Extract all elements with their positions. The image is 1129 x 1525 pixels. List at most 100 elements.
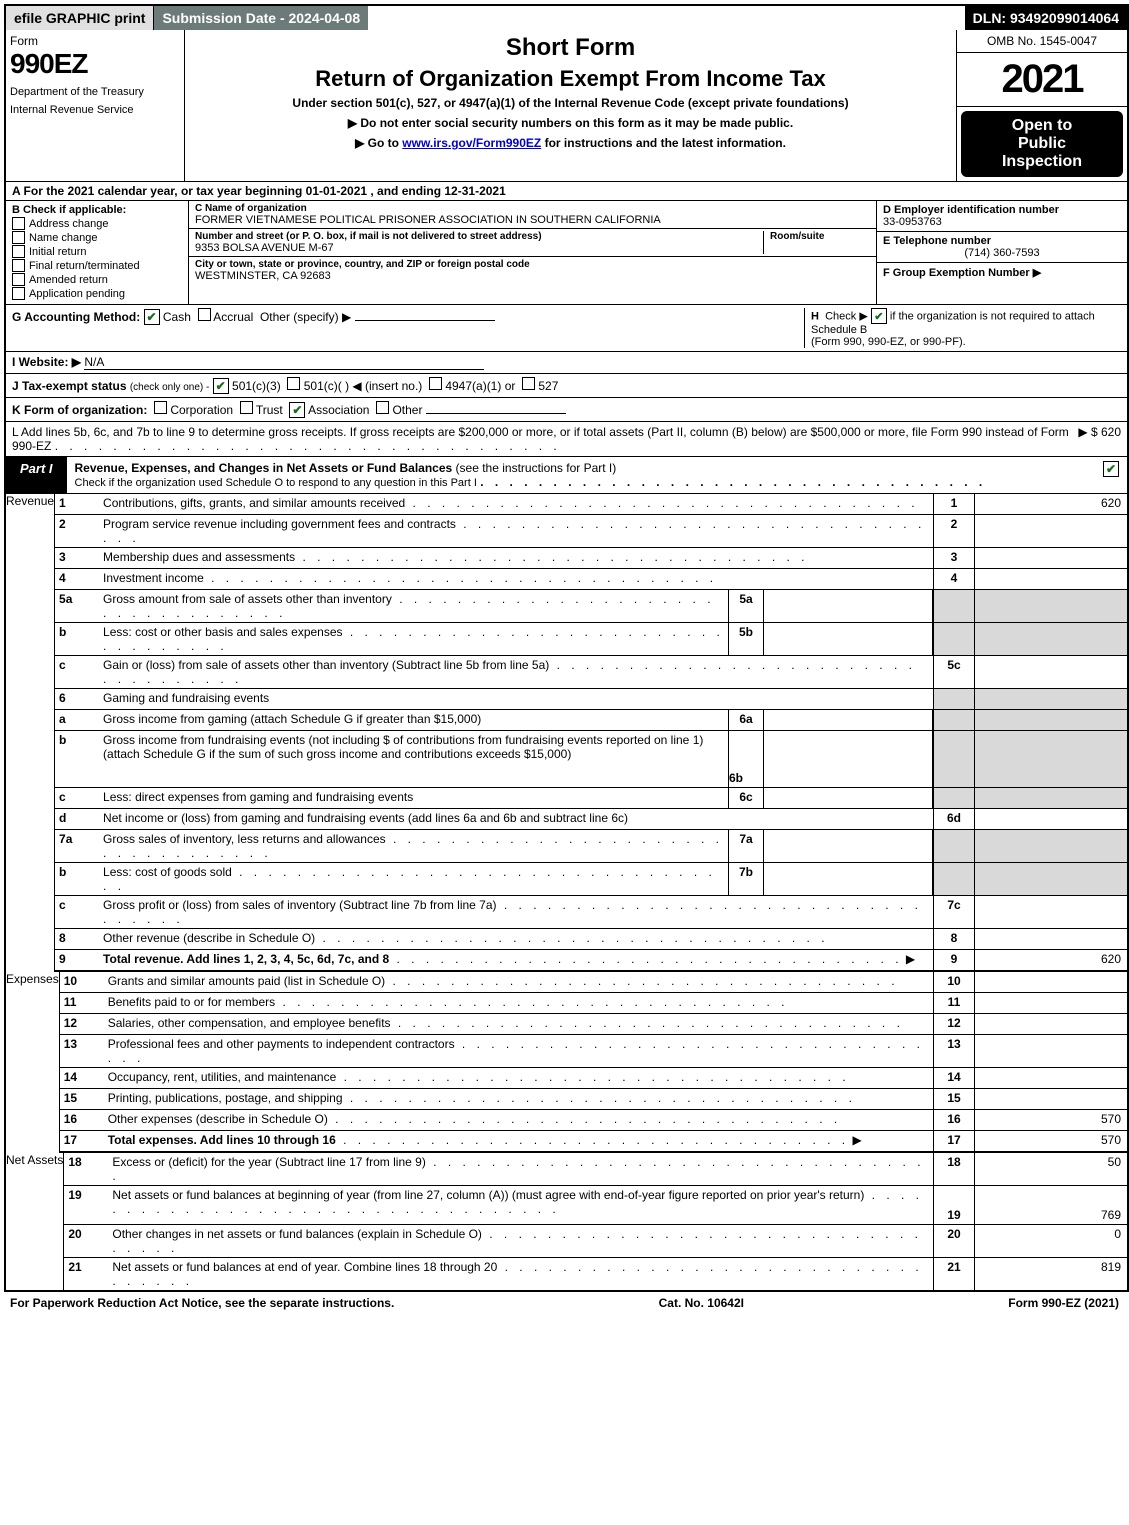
section-b-checkboxes: B Check if applicable: Address change Na… bbox=[6, 201, 189, 304]
line-15: 15Printing, publications, postage, and s… bbox=[60, 1089, 1127, 1110]
accounting-method: G Accounting Method: ✔ Cash Accrual Othe… bbox=[12, 308, 804, 348]
cb-final-return[interactable]: Final return/terminated bbox=[12, 259, 182, 272]
line-7b: bLess: cost of goods sold7b bbox=[55, 863, 1127, 896]
city-label: City or town, state or province, country… bbox=[195, 259, 870, 270]
other-org-checkbox[interactable] bbox=[376, 401, 389, 414]
trust-label: Trust bbox=[256, 403, 283, 417]
city-value: WESTMINSTER, CA 92683 bbox=[195, 270, 870, 282]
cb-amended-return[interactable]: Amended return bbox=[12, 273, 182, 286]
cb-name-change[interactable]: Name change bbox=[12, 231, 182, 244]
line-16: 16Other expenses (describe in Schedule O… bbox=[60, 1110, 1127, 1131]
501c-checkbox[interactable] bbox=[287, 377, 300, 390]
501c-label: 501(c)( ) ◀ (insert no.) bbox=[304, 379, 423, 393]
room-suite-label: Room/suite bbox=[770, 231, 870, 242]
dln-number: DLN: 93492099014064 bbox=[965, 6, 1127, 30]
line-7c: cGross profit or (loss) from sales of in… bbox=[55, 896, 1127, 929]
open-line2: Public bbox=[963, 135, 1121, 153]
ein-label: D Employer identification number bbox=[883, 204, 1121, 216]
omb-number: OMB No. 1545-0047 bbox=[957, 30, 1127, 53]
open-line3: Inspection bbox=[963, 153, 1121, 171]
part1-checkbox-cell: ✔ bbox=[1095, 457, 1127, 493]
tax-year: 2021 bbox=[957, 53, 1127, 107]
trust-checkbox[interactable] bbox=[240, 401, 253, 414]
instr2-post: for instructions and the latest informat… bbox=[541, 136, 786, 150]
expenses-section: Expenses 10Grants and similar amounts pa… bbox=[6, 972, 1127, 1153]
cb-initial-return[interactable]: Initial return bbox=[12, 245, 182, 258]
netassets-side-label: Net Assets bbox=[6, 1153, 64, 1290]
expenses-side-label: Expenses bbox=[6, 972, 60, 1153]
527-checkbox[interactable] bbox=[522, 377, 535, 390]
assoc-label: Association bbox=[308, 403, 369, 417]
group-exemption-cell: F Group Exemption Number ▶ bbox=[877, 263, 1127, 282]
form-title: Return of Organization Exempt From Incom… bbox=[193, 66, 948, 92]
part1-desc: Revenue, Expenses, and Changes in Net As… bbox=[67, 457, 1095, 493]
other-specify-line[interactable] bbox=[355, 320, 495, 321]
address-cell: Number and street (or P. O. box, if mail… bbox=[189, 229, 876, 257]
section-h: H Check ▶ ✔ if the organization is not r… bbox=[804, 308, 1121, 348]
checkbox-icon[interactable] bbox=[12, 259, 25, 272]
footer-right: Form 990-EZ (2021) bbox=[1008, 1296, 1119, 1310]
line-5c: cGain or (loss) from sale of assets othe… bbox=[55, 656, 1127, 689]
h-text3: (Form 990, 990-EZ, or 990-PF). bbox=[811, 336, 966, 348]
line-5b: bLess: cost or other basis and sales exp… bbox=[55, 623, 1127, 656]
header-right: OMB No. 1545-0047 2021 Open to Public In… bbox=[956, 30, 1127, 181]
line-14: 14Occupancy, rent, utilities, and mainte… bbox=[60, 1068, 1127, 1089]
footer-mid: Cat. No. 10642I bbox=[659, 1296, 744, 1310]
line-6d: dNet income or (loss) from gaming and fu… bbox=[55, 809, 1127, 830]
checkbox-icon[interactable] bbox=[12, 273, 25, 286]
org-name-label: C Name of organization bbox=[195, 203, 870, 214]
assoc-checkbox[interactable]: ✔ bbox=[289, 402, 305, 418]
h-checkbox[interactable]: ✔ bbox=[871, 308, 887, 324]
line-1: 1Contributions, gifts, grants, and simil… bbox=[55, 494, 1127, 515]
schedule-o-checkbox[interactable]: ✔ bbox=[1103, 461, 1119, 477]
checkbox-icon[interactable] bbox=[12, 245, 25, 258]
address-value: 9353 BOLSA AVENUE M-67 bbox=[195, 242, 763, 254]
ein-value: 33-0953763 bbox=[883, 216, 1121, 228]
group-exemption-label: F Group Exemption Number ▶ bbox=[883, 266, 1121, 279]
section-d-e-f: D Employer identification number 33-0953… bbox=[877, 201, 1127, 304]
527-label: 527 bbox=[538, 379, 558, 393]
instruction-1: ▶ Do not enter social security numbers o… bbox=[193, 116, 948, 130]
header-left: Form 990EZ Department of the Treasury In… bbox=[6, 30, 185, 181]
section-a-tax-year: A For the 2021 calendar year, or tax yea… bbox=[6, 182, 1127, 201]
open-line1: Open to bbox=[963, 117, 1121, 135]
501c3-checkbox[interactable]: ✔ bbox=[213, 378, 229, 394]
checkbox-icon[interactable] bbox=[12, 231, 25, 244]
instr2-pre: ▶ Go to bbox=[355, 136, 402, 150]
line-19: 19Net assets or fund balances at beginni… bbox=[64, 1186, 1127, 1225]
checkbox-icon[interactable] bbox=[12, 287, 25, 300]
form-subtitle: Under section 501(c), 527, or 4947(a)(1)… bbox=[193, 96, 948, 110]
line-3: 3Membership dues and assessments3 bbox=[55, 548, 1127, 569]
cb-address-change[interactable]: Address change bbox=[12, 217, 182, 230]
part1-check-text: Check if the organization used Schedule … bbox=[75, 477, 477, 489]
line-6b: bGross income from fundraising events (n… bbox=[55, 731, 1127, 788]
4947-checkbox[interactable] bbox=[429, 377, 442, 390]
501c3-label: 501(c)(3) bbox=[232, 379, 281, 393]
row-l-gross-receipts: L Add lines 5b, 6c, and 7b to line 9 to … bbox=[6, 422, 1127, 457]
efile-graphic-print[interactable]: efile GRAPHIC print bbox=[6, 6, 154, 30]
short-form-label: Short Form bbox=[193, 34, 948, 62]
city-cell: City or town, state or province, country… bbox=[189, 257, 876, 284]
cash-checkbox[interactable]: ✔ bbox=[144, 309, 160, 325]
4947-label: 4947(a)(1) or bbox=[445, 379, 515, 393]
org-name-cell: C Name of organization FORMER VIETNAMESE… bbox=[189, 201, 876, 229]
phone-cell: E Telephone number (714) 360-7593 bbox=[877, 232, 1127, 263]
corp-checkbox[interactable] bbox=[154, 401, 167, 414]
line-6a: aGross income from gaming (attach Schedu… bbox=[55, 710, 1127, 731]
line-4: 4Investment income4 bbox=[55, 569, 1127, 590]
l-amount: ▶ $ 620 bbox=[1078, 425, 1121, 453]
accrual-checkbox[interactable] bbox=[198, 308, 211, 321]
section-b-header: B Check if applicable: bbox=[12, 204, 182, 216]
line-12: 12Salaries, other compensation, and empl… bbox=[60, 1014, 1127, 1035]
irs-link[interactable]: www.irs.gov/Form990EZ bbox=[402, 136, 541, 150]
line-5a: 5aGross amount from sale of assets other… bbox=[55, 590, 1127, 623]
open-to-public: Open to Public Inspection bbox=[961, 111, 1123, 177]
corp-label: Corporation bbox=[170, 403, 233, 417]
line-6c: cLess: direct expenses from gaming and f… bbox=[55, 788, 1127, 809]
checkbox-icon[interactable] bbox=[12, 217, 25, 230]
h-label: H bbox=[811, 311, 819, 323]
cb-application-pending[interactable]: Application pending bbox=[12, 287, 182, 300]
row-k-form-org: K Form of organization: Corporation Trus… bbox=[6, 398, 1127, 422]
revenue-section: Revenue 1Contributions, gifts, grants, a… bbox=[6, 494, 1127, 972]
other-org-line[interactable] bbox=[426, 413, 566, 414]
